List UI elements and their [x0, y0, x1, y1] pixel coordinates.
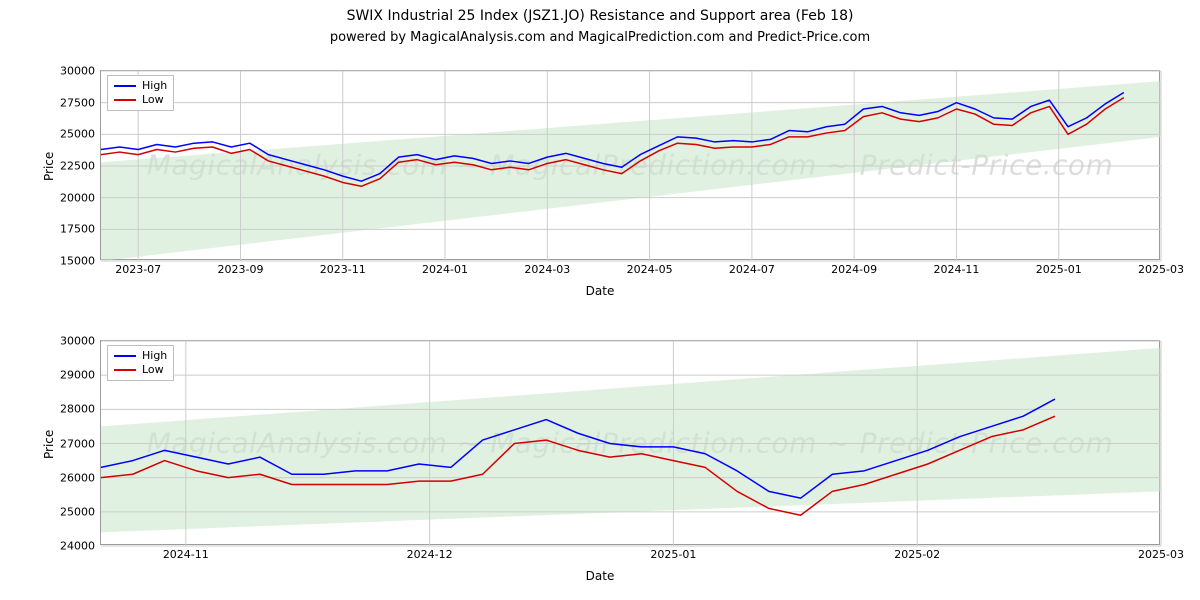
chart-subtitle: powered by MagicalAnalysis.com and Magic…: [0, 30, 1200, 45]
legend-item-high: High: [114, 79, 167, 93]
x-tick-label: 2024-12: [407, 544, 453, 561]
y-tick-label: 27500: [60, 96, 101, 109]
x-tick-label: 2023-11: [320, 259, 366, 276]
y-tick-label: 26000: [60, 471, 101, 484]
plot-svg-top: [101, 71, 1159, 259]
legend-bottom: High Low: [107, 345, 174, 381]
legend-swatch-high: [114, 355, 136, 357]
legend-label-low: Low: [142, 363, 164, 377]
legend-item-high: High: [114, 349, 167, 363]
y-tick-label: 22500: [60, 160, 101, 173]
x-tick-label: 2025-03: [1138, 544, 1184, 561]
y-tick-label: 20000: [60, 191, 101, 204]
legend-item-low: Low: [114, 93, 167, 107]
x-axis-label-bottom: Date: [0, 569, 1200, 583]
x-tick-label: 2025-03: [1138, 259, 1184, 276]
y-axis-label-bottom: Price: [42, 429, 56, 458]
legend-swatch-low: [114, 99, 136, 101]
chart-panel-top: MagicalAnalysis.com ~ MagicalPrediction.…: [100, 70, 1160, 260]
y-tick-label: 27000: [60, 437, 101, 450]
x-tick-label: 2024-03: [524, 259, 570, 276]
x-tick-label: 2025-02: [894, 544, 940, 561]
chart-panel-bottom: MagicalAnalysis.com ~ MagicalPrediction.…: [100, 340, 1160, 545]
legend-label-low: Low: [142, 93, 164, 107]
y-tick-label: 25000: [60, 128, 101, 141]
y-axis-label-top: Price: [42, 152, 56, 181]
x-tick-label: 2024-11: [933, 259, 979, 276]
y-tick-label: 24000: [60, 540, 101, 553]
x-tick-label: 2024-11: [163, 544, 209, 561]
y-tick-label: 30000: [60, 65, 101, 78]
x-tick-label: 2025-01: [1036, 259, 1082, 276]
legend-label-high: High: [142, 349, 167, 363]
y-tick-label: 28000: [60, 403, 101, 416]
x-tick-label: 2023-09: [217, 259, 263, 276]
legend-top: High Low: [107, 75, 174, 111]
legend-swatch-high: [114, 85, 136, 87]
legend-swatch-low: [114, 369, 136, 371]
figure: SWIX Industrial 25 Index (JSZ1.JO) Resis…: [0, 0, 1200, 600]
y-tick-label: 15000: [60, 255, 101, 268]
y-tick-label: 29000: [60, 369, 101, 382]
x-tick-label: 2024-09: [831, 259, 877, 276]
x-tick-label: 2023-07: [115, 259, 161, 276]
legend-item-low: Low: [114, 363, 167, 377]
x-axis-label-top: Date: [0, 284, 1200, 298]
legend-label-high: High: [142, 79, 167, 93]
plot-svg-bottom: [101, 341, 1159, 544]
x-tick-label: 2024-05: [627, 259, 673, 276]
x-tick-label: 2024-01: [422, 259, 468, 276]
y-tick-label: 25000: [60, 505, 101, 518]
x-tick-label: 2024-07: [729, 259, 775, 276]
x-tick-label: 2025-01: [650, 544, 696, 561]
chart-title: SWIX Industrial 25 Index (JSZ1.JO) Resis…: [0, 8, 1200, 24]
y-tick-label: 30000: [60, 335, 101, 348]
y-tick-label: 17500: [60, 223, 101, 236]
